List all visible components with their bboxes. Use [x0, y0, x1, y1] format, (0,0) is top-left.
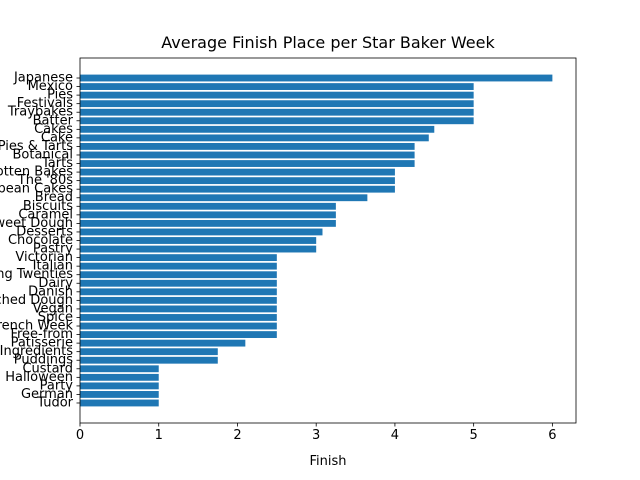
bar-19: [80, 237, 317, 244]
bar-3: [80, 100, 474, 108]
y-tick-label: Halloween: [5, 370, 73, 385]
bar-10: [80, 160, 415, 167]
y-tick-label: Botanical: [12, 147, 73, 162]
bar-5: [80, 117, 474, 125]
bar-6: [80, 125, 435, 133]
y-tick-label: Pastry: [33, 242, 73, 257]
y-tick-label: Puddings: [14, 353, 73, 368]
bar-34: [80, 365, 159, 373]
bar-2: [80, 91, 474, 99]
y-tick-label: Victorian: [15, 250, 73, 265]
y-tick-label: Festivals: [17, 96, 74, 111]
bar-31: [80, 339, 246, 347]
bar-7: [80, 134, 429, 142]
bar-32: [80, 348, 218, 356]
bar-16: [80, 211, 336, 219]
bar-17: [80, 219, 336, 227]
bar-28: [80, 314, 277, 321]
y-tick-label: Cake: [41, 130, 73, 145]
y-tick-label: Chocolate: [8, 233, 73, 248]
bar-24: [80, 279, 277, 287]
x-tick-label: 6: [548, 428, 556, 443]
y-tick-label: Bread: [35, 190, 73, 205]
bar-33: [80, 356, 218, 364]
x-ticks-layer: 0 1 2 3 4 5 6: [76, 423, 557, 443]
y-tick-label: Forgotten Bakes: [0, 165, 73, 180]
chart-title: Average Finish Place per Star Baker Week: [161, 33, 495, 52]
x-axis-label: Finish: [309, 454, 347, 469]
y-tick-label: Sweet Dough: [0, 216, 73, 231]
x-tick-label: 5: [470, 428, 478, 443]
bar-38: [80, 399, 159, 407]
bar-14: [80, 194, 368, 202]
bar-29: [80, 322, 277, 330]
y-tick-label: Free-from: [10, 327, 73, 342]
y-tick-label: Batter: [33, 113, 74, 128]
bar-25: [80, 288, 277, 296]
bar-36: [80, 382, 159, 390]
bar-11: [80, 168, 395, 176]
bar-35: [80, 373, 159, 381]
y-tick-label: Pies: [47, 88, 73, 103]
bar-22: [80, 262, 277, 270]
y-tick-label: Enriched Dough: [0, 293, 73, 308]
bar-18: [80, 228, 323, 236]
y-tick-label: Cakes: [34, 122, 73, 137]
x-tick-label: 0: [76, 428, 84, 443]
bar-12: [80, 177, 395, 185]
y-tick-label: Patisserie: [11, 336, 73, 351]
bar-37: [80, 391, 159, 398]
y-tick-label: Roaring Twenties: [0, 267, 73, 282]
y-tick-label: Traybakes: [7, 105, 73, 120]
x-tick-label: 1: [155, 428, 163, 443]
y-tick-label: Mexico: [28, 79, 73, 94]
y-tick-label: Tarts: [41, 156, 73, 171]
y-tick-label: Japanese: [13, 71, 73, 86]
y-tick-label: Danish: [28, 284, 73, 299]
y-tick-label: Custard: [22, 361, 73, 376]
bar-0: [80, 74, 553, 82]
y-tick-label: Vegan: [33, 301, 73, 316]
bars-layer: [80, 74, 553, 407]
y-tick-label: Pies & Tarts: [0, 139, 73, 154]
bar-9: [80, 151, 415, 159]
x-tick-label: 2: [233, 428, 241, 443]
y-tick-label: Biscuits: [23, 199, 73, 214]
bar-20: [80, 245, 317, 253]
y-tick-label: European Cakes: [0, 182, 73, 197]
bar-8: [80, 143, 415, 150]
bar-1: [80, 83, 474, 90]
y-tick-label: French Week: [0, 319, 73, 334]
y-tick-label: German: [21, 387, 73, 402]
bar-4: [80, 108, 474, 116]
bar-21: [80, 254, 277, 262]
bar-27: [80, 305, 277, 313]
y-tick-label: Party: [40, 378, 74, 393]
y-tick-label: Spice: [38, 310, 73, 325]
bar-30: [80, 331, 277, 338]
y-tick-label: Desserts: [16, 224, 73, 239]
bar-15: [80, 202, 336, 210]
bar-23: [80, 271, 277, 279]
x-tick-label: 3: [312, 428, 320, 443]
bar-13: [80, 185, 395, 193]
y-tick-label: The '80s: [17, 173, 73, 188]
y-tick-label: Italian: [33, 259, 73, 274]
bar-26: [80, 296, 277, 304]
y-tick-label: Tudor: [36, 395, 73, 410]
x-tick-label: 4: [391, 428, 399, 443]
y-ticks-layer: JapaneseMexicoPiesFestivalsTraybakesBatt…: [0, 71, 80, 410]
y-tick-label: Alternative Ingredients: [0, 344, 73, 359]
y-tick-label: Caramel: [18, 207, 73, 222]
y-tick-label: Dairy: [38, 276, 73, 291]
